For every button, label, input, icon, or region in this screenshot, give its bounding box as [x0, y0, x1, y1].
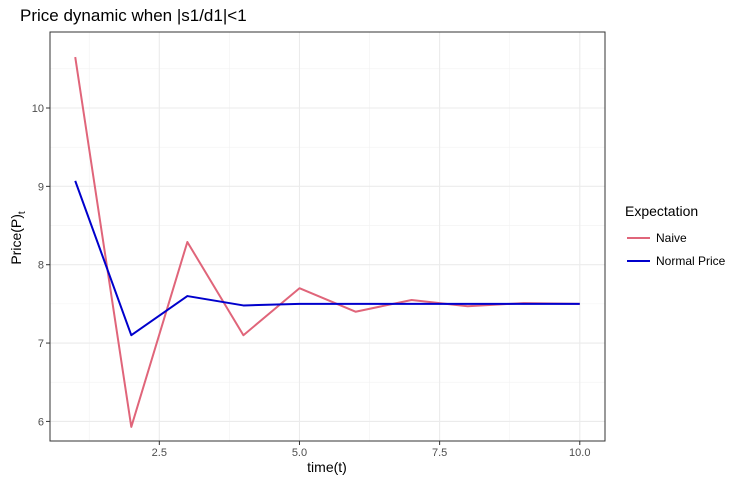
- y-tick-label: 8: [38, 260, 44, 272]
- y-axis-title: Price(P)t: [8, 211, 28, 265]
- plot-panel: [49, 31, 606, 442]
- series-line-normal-price: [74, 180, 580, 337]
- chart-title: Price dynamic when |s1/d1|<1: [20, 6, 247, 25]
- x-tick-label: 7.5: [432, 447, 447, 459]
- y-tick-label: 10: [32, 103, 44, 115]
- x-axis-ticks: 2.5 5.0 7.5 10.0: [152, 441, 590, 459]
- series-line-naive: [74, 56, 580, 428]
- legend: Expectation Naive Normal Price: [625, 203, 726, 268]
- x-tick-label: 10.0: [569, 447, 590, 459]
- plot-border: [49, 31, 606, 442]
- x-tick-label: 5.0: [292, 447, 307, 459]
- y-axis-ticks: 6 7 8 9 10: [32, 103, 50, 428]
- legend-label-normal-price: Normal Price: [656, 254, 726, 268]
- plot-lines: [74, 56, 580, 428]
- y-axis-title-subscript: t: [17, 211, 28, 214]
- y-tick-label: 7: [38, 338, 44, 350]
- y-axis-title-main: Price(P): [8, 214, 24, 265]
- legend-label-naive: Naive: [656, 231, 687, 245]
- y-tick-label: 9: [38, 181, 44, 193]
- x-axis-title: time(t): [307, 459, 347, 475]
- legend-title: Expectation: [625, 203, 698, 219]
- y-tick-label: 6: [38, 416, 44, 428]
- x-tick-label: 2.5: [152, 447, 167, 459]
